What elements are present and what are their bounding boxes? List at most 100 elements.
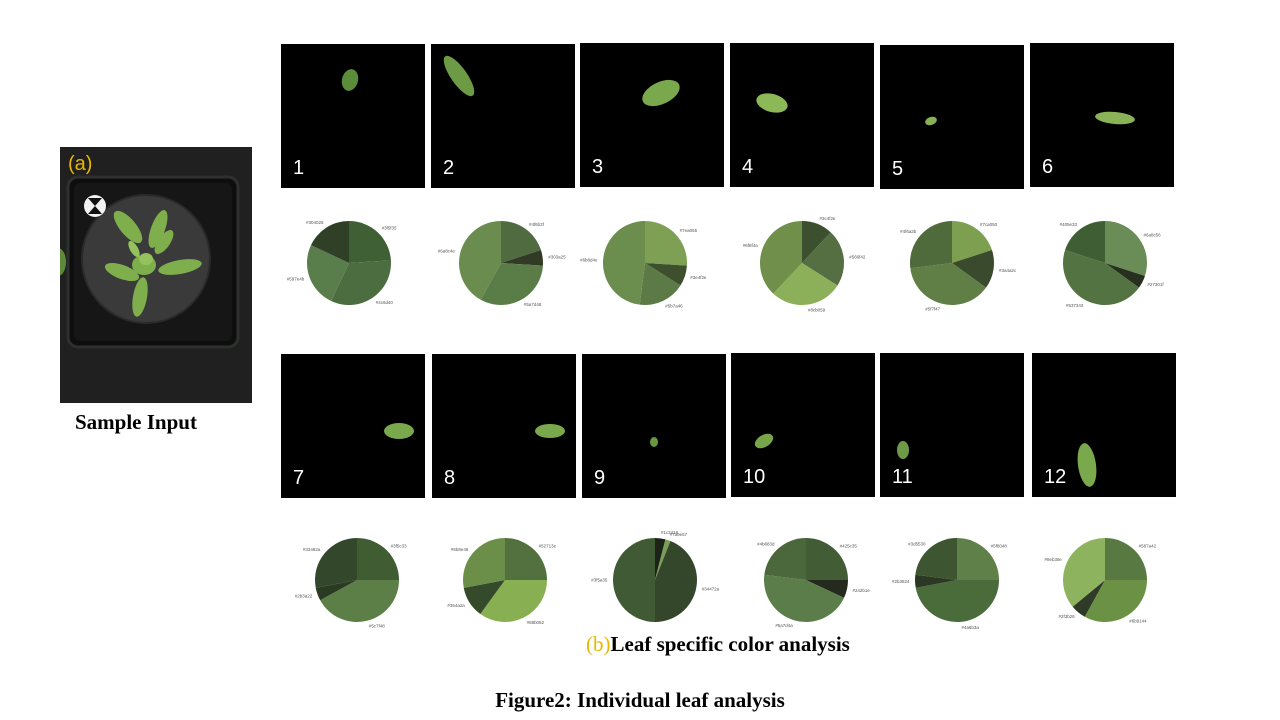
pie-slice-label: #7a9e57 bbox=[670, 532, 688, 537]
pie-chart-9: #1c2418#7a9e57 #34472a #3f5a35 bbox=[591, 530, 720, 622]
pie-slice-label: #5a7d4a bbox=[775, 623, 793, 628]
leaf-thumb-2: 2 bbox=[431, 44, 575, 188]
plant-photo bbox=[60, 147, 252, 403]
pie-slice bbox=[639, 263, 681, 305]
panel-b-caption-text: Leaf specific color analysis bbox=[610, 632, 850, 656]
pie-slice bbox=[501, 250, 543, 266]
pie-slice-label: #4f6a3b bbox=[900, 229, 917, 234]
pie-slice-label: #6b8e48 bbox=[451, 547, 469, 552]
pie-slice-label: #3f5a35 bbox=[591, 577, 608, 582]
pie-slice bbox=[357, 538, 399, 580]
pie-slice-label: #3e4f2e bbox=[690, 275, 707, 280]
pie-slice-label: #8cb059 bbox=[808, 308, 826, 313]
leaf-thumb-7: 7 bbox=[281, 354, 425, 498]
pie-chart-6: #6a8c56 #27301f #537343 #405e33 bbox=[1060, 221, 1164, 308]
pie-chart-3: #7ea055 #3e4f2e #5b7a46 #6b8d4e bbox=[580, 221, 707, 308]
pie-slice bbox=[760, 221, 802, 294]
pie-slice-label: #3f5c33 bbox=[391, 544, 407, 549]
leaf-number-9: 9 bbox=[594, 467, 606, 489]
pie-slice bbox=[915, 574, 957, 588]
pie-slice-label: #1c2418 bbox=[661, 530, 679, 535]
pie-slice-label: #303a25 bbox=[548, 254, 566, 259]
pie-slice bbox=[645, 221, 687, 266]
pie-slice bbox=[645, 263, 687, 286]
figure-caption: Figure2: Individual leaf analysis bbox=[495, 688, 785, 712]
pie-chart-11: #5f8048 #4a6b3a #2b3824 #3d5530 bbox=[892, 538, 1008, 630]
pie-slice bbox=[613, 538, 655, 622]
pie-chart-4: #3c4f2e #566f42 #8cb059 #6f8f4a bbox=[743, 216, 866, 313]
pie-slice bbox=[1065, 221, 1105, 263]
pie-chart-7: #3f5c33 #5c7f48 #2b3a22 #33482a bbox=[295, 538, 407, 629]
pie-slice-label: #304026 bbox=[306, 220, 324, 225]
pie-slice-label: #7ca050 bbox=[980, 222, 998, 227]
leaf-number-8: 8 bbox=[444, 467, 456, 489]
pie-slice-label: #5b7a46 bbox=[665, 303, 683, 308]
pie-slice bbox=[480, 580, 547, 622]
pie-chart-8: #52713e #88b052 #354a2a #6b8e48 bbox=[447, 538, 557, 625]
pie-chart-12: #587a42 #6b9144 #2f3b26 #8eb35e bbox=[1045, 538, 1157, 623]
pie-slice bbox=[915, 538, 957, 580]
pie-slice-label: #88b052 bbox=[527, 620, 545, 625]
pie-slice bbox=[802, 232, 844, 286]
leaf-thumb-5: 5 bbox=[880, 45, 1024, 189]
pie-slice-label: #33482a bbox=[303, 547, 321, 552]
pie-slice-label: #5f7f47 bbox=[925, 307, 940, 312]
pie-slice-label: #6b9144 bbox=[1129, 618, 1147, 623]
pie-slice bbox=[806, 538, 848, 580]
pie-slice-label: #3a4a2c bbox=[999, 268, 1017, 273]
pie-slice-label: #354a2a bbox=[447, 603, 465, 608]
leaf-thumb-1: 1 bbox=[281, 44, 425, 188]
pie-slice bbox=[331, 260, 391, 305]
leaf-number-12: 12 bbox=[1044, 466, 1067, 488]
pie-slice bbox=[315, 580, 357, 601]
pie-slice-label: #6f8f4a bbox=[743, 243, 758, 248]
pie-slice bbox=[957, 538, 999, 580]
pie-slice-label: #4a6b3a bbox=[961, 625, 979, 630]
leaf-number-10: 10 bbox=[743, 466, 766, 488]
pie-slice bbox=[480, 263, 543, 305]
pie-slice-label: #566f42 bbox=[849, 254, 866, 259]
pie-slice bbox=[1063, 538, 1105, 607]
pie-slice-label: #6a8c4e bbox=[438, 249, 456, 254]
pie-slice bbox=[349, 221, 391, 263]
leaf-number-4: 4 bbox=[742, 156, 754, 178]
leaf-thumb-3: 3 bbox=[580, 43, 724, 187]
pie-slice bbox=[1063, 250, 1139, 305]
pie-slice bbox=[1105, 538, 1147, 580]
pie-slice bbox=[320, 580, 399, 622]
figure-panel-tag-b: (b) bbox=[586, 632, 611, 656]
pie-chart-10: #425c35 #242b1e #5a7d4a #4b683d bbox=[757, 538, 870, 628]
pie-slice-label: #4f6b3f bbox=[529, 222, 545, 227]
pie-slice bbox=[655, 538, 666, 580]
pie-slice bbox=[910, 263, 986, 305]
pie-slice-label: #4c6d40 bbox=[376, 300, 394, 305]
pie-slice-label: #4b683d bbox=[757, 542, 775, 547]
figure-panel-tag-a: (a) bbox=[68, 153, 93, 175]
pie-slice-label: #27301f bbox=[1147, 282, 1164, 287]
panel-b-caption: (b)Leaf specific color analysis bbox=[586, 632, 850, 657]
leaf-number-2: 2 bbox=[443, 157, 455, 179]
leaf-thumb-4: 4 bbox=[730, 43, 874, 187]
leaf-thumb-9: 9 bbox=[582, 354, 726, 498]
leaf-thumb-12: 12 bbox=[1032, 353, 1176, 497]
pie-slice-label: #3f5f35 bbox=[382, 226, 397, 231]
pie-slice bbox=[463, 580, 505, 614]
pie-slice bbox=[310, 221, 349, 263]
pie-slice bbox=[315, 538, 357, 588]
pie-chart-5: #7ca050 #3a4a2c #5f7f47 #4f6a3b bbox=[900, 221, 1017, 312]
pie-slice bbox=[915, 580, 999, 623]
pie-slice bbox=[501, 221, 541, 263]
pie-slice bbox=[463, 538, 505, 588]
pie-slice bbox=[952, 250, 994, 288]
pie-slice-label: #7ea055 bbox=[680, 228, 698, 233]
pie-slice bbox=[655, 540, 697, 622]
pie-slice-label: #8eb35e bbox=[1045, 557, 1063, 562]
leaf-thumb-6: 6 bbox=[1030, 43, 1174, 187]
pie-slice-label: #5c7f48 bbox=[369, 624, 385, 629]
pie-slice bbox=[802, 221, 831, 263]
leaf-thumb-11: 11 bbox=[880, 353, 1024, 497]
pie-slice-label: #5f8048 bbox=[991, 544, 1008, 549]
pie-slice bbox=[764, 574, 845, 622]
pie-slice-label: #425c35 bbox=[840, 544, 858, 549]
pie-slice-label: #537343 bbox=[1066, 303, 1084, 308]
